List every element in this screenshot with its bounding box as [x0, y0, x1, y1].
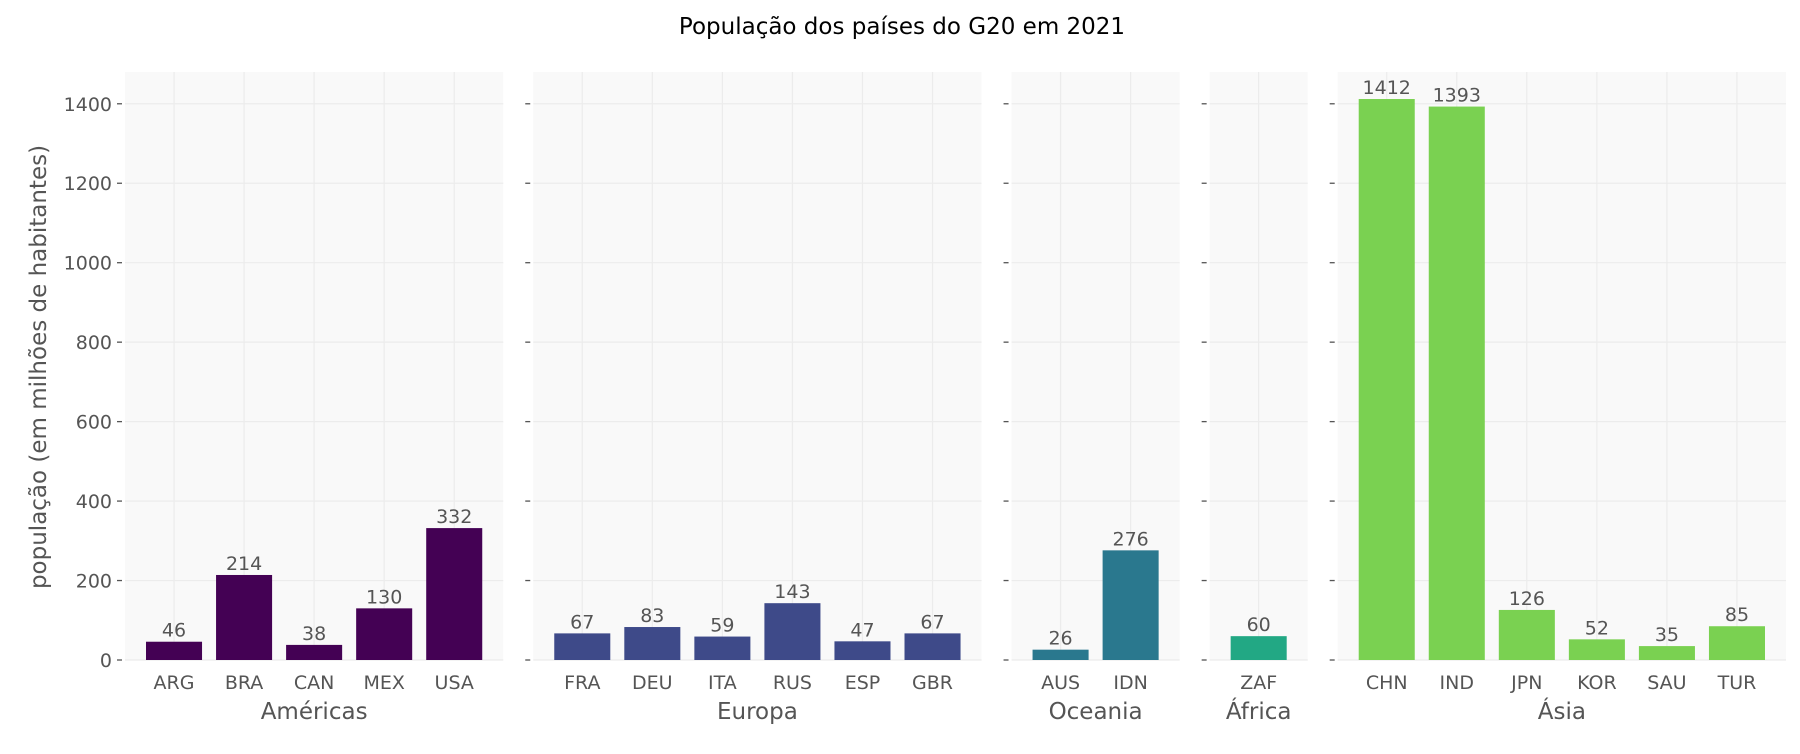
panel-chn-ind-jpn-kor-sau-tur: 1412 CHN 1393 IND 126 JPN 52 KOR 35 SAU 85 TUR Ásia — [1329, 72, 1786, 725]
bar-kor — [1568, 639, 1625, 660]
data-label-deu: 83 — [640, 605, 664, 627]
data-label-esp: 47 — [850, 619, 874, 641]
x-tick-label-aus: AUS — [1041, 672, 1080, 694]
bar-rus — [764, 603, 821, 660]
data-label-jpn: 126 — [1509, 588, 1545, 610]
x-tick-label-kor: KOR — [1577, 672, 1617, 694]
data-label-rus: 143 — [774, 581, 810, 603]
bar-can — [286, 644, 343, 660]
x-tick-label-bra: BRA — [225, 672, 263, 694]
x-tick-label-gbr: GBR — [912, 672, 953, 694]
y-tick-label: 1200 — [64, 173, 112, 195]
bar-gbr — [904, 633, 961, 660]
x-tick-label-chn: CHN — [1366, 672, 1408, 694]
bar-esp — [834, 641, 891, 660]
x-tick-label-ita: ITA — [708, 672, 737, 694]
bar-deu — [624, 627, 681, 660]
group-label: Oceania — [1049, 699, 1143, 725]
data-label-gbr: 67 — [920, 611, 944, 633]
x-tick-label-tur: TUR — [1717, 672, 1757, 694]
x-tick-label-can: CAN — [294, 672, 334, 694]
data-label-kor: 52 — [1585, 617, 1609, 639]
bar-sau — [1638, 646, 1695, 660]
panel-background — [533, 72, 982, 660]
chart-panels: 0 200 400 600 800 1000 1200 1400 46 ARG 214 BRA 38 CA… — [64, 72, 1786, 725]
panel-arg-bra-can-mex-usa: 0 200 400 600 800 1000 1200 1400 46 ARG 214 BRA 38 CA… — [64, 72, 504, 725]
x-tick-label-sau: SAU — [1647, 672, 1686, 694]
data-label-usa: 332 — [436, 506, 472, 528]
x-tick-label-zaf: ZAF — [1240, 672, 1277, 694]
bar-mex — [356, 608, 413, 660]
data-label-arg: 46 — [162, 620, 186, 642]
data-label-chn: 1412 — [1363, 77, 1411, 99]
data-label-bra: 214 — [226, 553, 262, 575]
x-tick-label-rus: RUS — [773, 672, 812, 694]
bar-tur — [1708, 626, 1765, 660]
bar-ita — [694, 636, 751, 660]
bar-fra — [554, 633, 611, 660]
group-label: Europa — [717, 699, 798, 725]
data-label-mex: 130 — [366, 586, 402, 608]
y-tick-label: 200 — [76, 571, 112, 593]
x-tick-label-fra: FRA — [564, 672, 600, 694]
y-tick-label: 400 — [76, 491, 112, 513]
x-tick-label-jpn: JPN — [1510, 672, 1542, 694]
data-label-ind: 1393 — [1433, 85, 1481, 107]
bar-bra — [216, 574, 273, 660]
bar-usa — [426, 528, 483, 660]
group-label: Américas — [261, 699, 368, 725]
y-tick-label: 600 — [76, 412, 112, 434]
y-tick-label: 1000 — [64, 253, 112, 275]
data-label-idn: 276 — [1112, 528, 1148, 550]
bar-ind — [1428, 106, 1485, 660]
data-label-zaf: 60 — [1247, 614, 1271, 636]
panel-fra-deu-ita-rus-esp-gbr: 67 FRA 83 DEU 59 ITA 143 RUS 47 ESP 67 GBR Europa — [525, 72, 982, 725]
chart-title: População dos países do G20 em 2021 — [679, 14, 1125, 40]
bar-jpn — [1498, 609, 1555, 660]
x-tick-label-deu: DEU — [632, 672, 673, 694]
x-tick-label-esp: ESP — [845, 672, 881, 694]
data-label-ita: 59 — [710, 615, 734, 637]
bar-arg — [146, 641, 203, 660]
y-tick-label: 800 — [76, 332, 112, 354]
panel-aus-idn: 26 AUS 276 IDN Oceania — [1003, 72, 1180, 725]
x-tick-label-mex: MEX — [363, 672, 404, 694]
x-tick-label-arg: ARG — [154, 672, 195, 694]
data-label-fra: 67 — [570, 611, 594, 633]
data-label-sau: 35 — [1655, 624, 1679, 646]
x-tick-label-idn: IDN — [1113, 672, 1147, 694]
data-label-can: 38 — [302, 623, 326, 645]
y-tick-label: 0 — [100, 650, 112, 672]
group-label: Ásia — [1538, 697, 1586, 725]
group-label: África — [1226, 697, 1292, 725]
bar-idn — [1102, 550, 1159, 660]
y-tick-label: 1400 — [64, 94, 112, 116]
panel-zaf: 60 ZAF África — [1201, 72, 1308, 725]
bar-zaf — [1230, 636, 1287, 660]
y-axis-label: população (em milhões de habitantes) — [26, 145, 52, 589]
bar-aus — [1032, 649, 1089, 660]
bar-chn — [1358, 99, 1415, 660]
x-tick-label-ind: IND — [1440, 672, 1474, 694]
data-label-aus: 26 — [1048, 628, 1072, 650]
data-label-tur: 85 — [1725, 604, 1749, 626]
x-tick-label-usa: USA — [435, 672, 474, 694]
